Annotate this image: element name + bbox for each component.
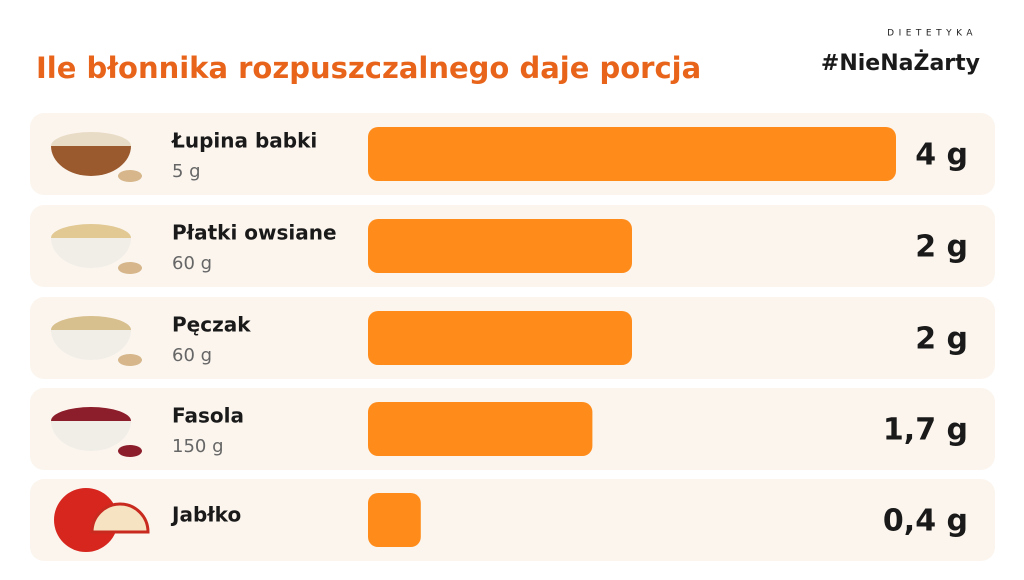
brand: #NieNaŻarty — [821, 50, 980, 76]
bar — [368, 127, 896, 181]
food-icon — [51, 421, 131, 451]
value-label: 0,4 g — [883, 504, 968, 539]
bar — [368, 493, 421, 547]
chart-title: Ile błonnika rozpuszczalnego daje porcja — [36, 51, 701, 85]
portion-label: 150 g — [172, 436, 224, 457]
food-icon — [51, 238, 131, 268]
food-icon — [51, 146, 131, 176]
food-icon — [118, 262, 142, 274]
value-label: 4 g — [915, 138, 968, 173]
portion-label: 60 g — [172, 253, 212, 274]
value-label: 1,7 g — [883, 413, 968, 448]
row-card — [30, 479, 995, 561]
value-label: 2 g — [915, 322, 968, 357]
food-icon — [90, 502, 150, 534]
category-label: Jabłko — [170, 503, 241, 527]
brand-top: DIETETYKA — [887, 29, 977, 39]
portion-label: 5 g — [172, 161, 201, 182]
value-label: 2 g — [915, 230, 968, 265]
food-icon — [118, 170, 142, 182]
food-icon — [118, 445, 142, 457]
portion-label: 60 g — [172, 345, 212, 366]
food-icon — [118, 354, 142, 366]
bar — [368, 402, 593, 456]
category-label: Łupina babki — [171, 129, 317, 153]
food-icon — [54, 488, 118, 552]
category-label: Pęczak — [172, 313, 251, 337]
bar — [368, 219, 632, 273]
category-label: Płatki owsiane — [172, 221, 337, 245]
category-label: Fasola — [172, 404, 244, 428]
food-icon — [51, 330, 131, 360]
bar — [368, 311, 632, 365]
